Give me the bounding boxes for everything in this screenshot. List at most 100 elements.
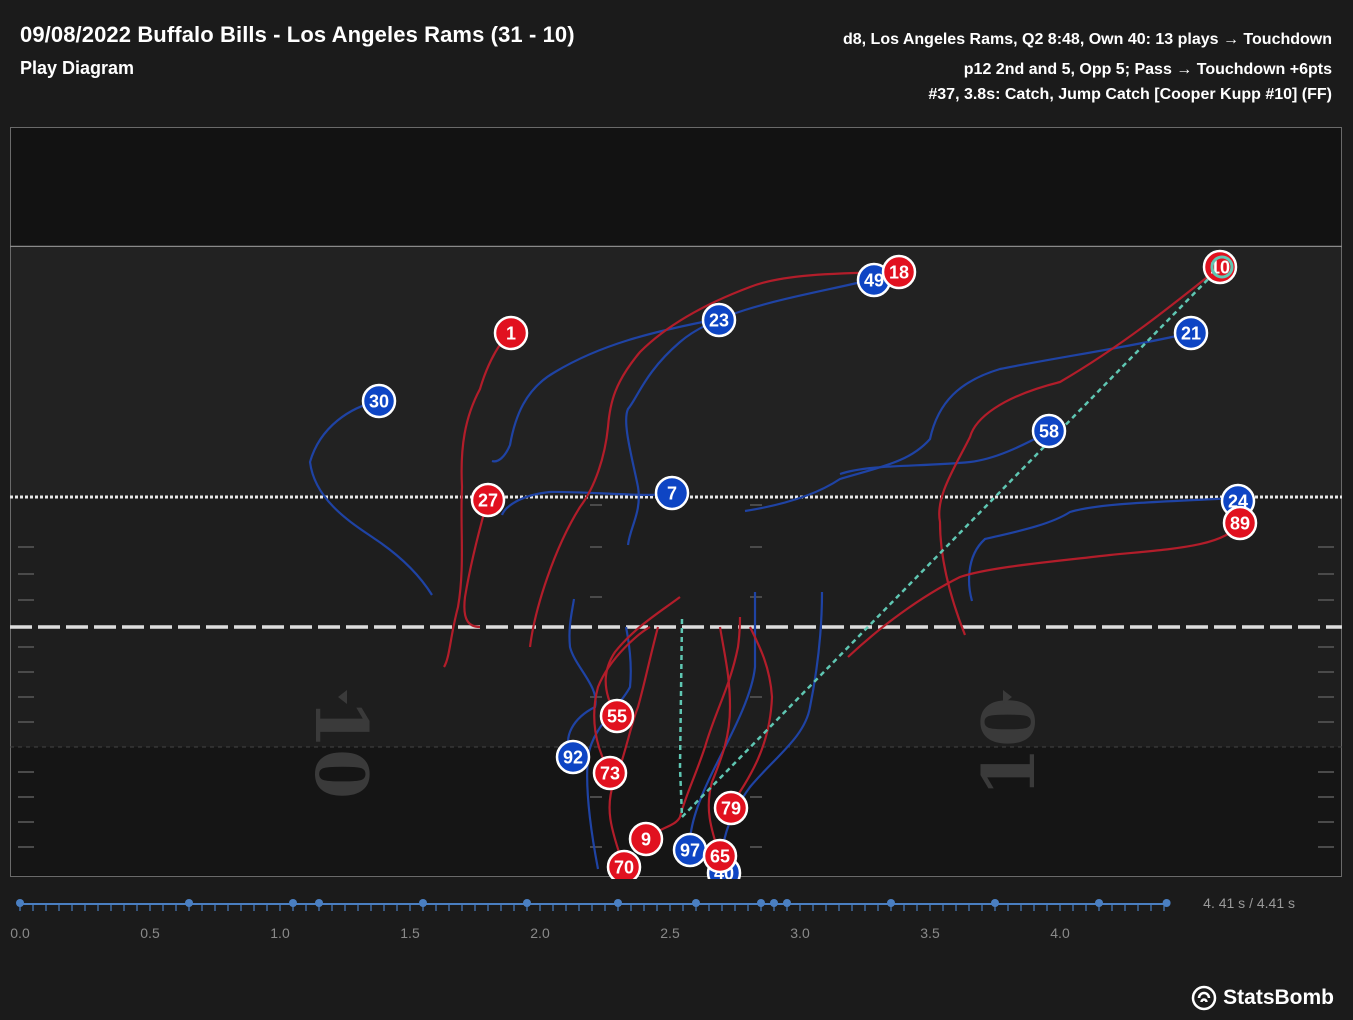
timeline-event-marker[interactable] <box>692 899 700 907</box>
player-marker[interactable] <box>628 821 664 857</box>
defense-path-7 <box>500 490 673 516</box>
player-number: 79 <box>721 799 741 819</box>
field-zone-upper <box>11 247 1341 495</box>
player-marker[interactable] <box>701 302 737 338</box>
offense-player-27[interactable]: 27 <box>470 482 506 518</box>
offense-path-65 <box>707 626 732 857</box>
defense-path-extra <box>586 626 632 870</box>
field-diagram: 10 10 302349215872492974011810 <box>10 127 1342 879</box>
player-marker[interactable] <box>881 254 917 290</box>
timeline-event-marker[interactable] <box>16 899 24 907</box>
defense-path-21 <box>744 331 1191 513</box>
time-readout: 4. 41 s / 4.41 s <box>1203 895 1295 911</box>
offense-player-18[interactable]: 18 <box>881 254 917 290</box>
hash-marks <box>18 504 1334 848</box>
offense-path-79 <box>729 626 774 808</box>
timeline-event-marker[interactable] <box>614 899 622 907</box>
player-marker[interactable] <box>599 698 635 734</box>
timeline-event-marker[interactable] <box>757 899 765 907</box>
player-marker[interactable] <box>555 739 591 775</box>
yard-arrow-left-icon <box>338 690 347 704</box>
offense-player-9[interactable]: 9 <box>628 821 664 857</box>
offense-player-89[interactable]: 89 <box>1222 505 1258 541</box>
player-marker[interactable] <box>1222 505 1258 541</box>
timeline-event-marker[interactable] <box>315 899 323 907</box>
defense-path-40 <box>721 591 824 874</box>
player-number: 49 <box>864 271 884 291</box>
snap-path <box>678 618 684 818</box>
player-number: 70 <box>614 858 634 878</box>
timeline-event-marker[interactable] <box>783 899 791 907</box>
event-info: #37, 3.8s: Catch, Jump Catch [Cooper Kup… <box>928 86 1332 103</box>
ball-carrier-indicator <box>1210 255 1234 279</box>
timeline-tick-label: 3.5 <box>920 925 940 941</box>
player-number: 55 <box>607 707 627 727</box>
timeline-event-marker[interactable] <box>289 899 297 907</box>
timeline-event-marker[interactable] <box>419 899 427 907</box>
defense-player-97[interactable]: 97 <box>672 832 708 868</box>
player-number: 18 <box>889 263 909 283</box>
offense-path-27 <box>463 498 490 629</box>
timeline-tick-labels: 0.0 0.5 1.0 1.5 2.0 2.5 3.0 3.5 4.0 <box>10 925 1070 941</box>
timeline-event-marker[interactable] <box>1162 899 1171 907</box>
timeline-event-marker[interactable] <box>991 899 999 907</box>
pass-path <box>681 266 1221 818</box>
defense-player-30[interactable]: 30 <box>361 383 397 419</box>
player-marker[interactable] <box>606 849 642 879</box>
player-number: 21 <box>1181 324 1201 344</box>
offense-player-1[interactable]: 1 <box>493 315 529 351</box>
timeline-event-marker[interactable] <box>770 899 778 907</box>
player-number: 58 <box>1039 422 1059 442</box>
yard-number-left: 10 <box>299 699 384 799</box>
offense-player-73[interactable]: 73 <box>592 755 628 791</box>
offense-player-70[interactable]: 70 <box>606 849 642 879</box>
timeline-event-markers[interactable] <box>16 899 1171 907</box>
timeline-event-marker[interactable] <box>185 899 193 907</box>
player-marker[interactable] <box>1031 413 1067 449</box>
statsbomb-brand: StatsBomb <box>1191 985 1334 1011</box>
timeline-event-marker[interactable] <box>523 899 531 907</box>
timeline-tick-label: 1.0 <box>270 925 290 941</box>
offense-player-55[interactable]: 55 <box>599 698 635 734</box>
player-marker[interactable] <box>493 315 529 351</box>
timeline-event-marker[interactable] <box>887 899 895 907</box>
player-marker[interactable] <box>592 755 628 791</box>
brand-name: StatsBomb <box>1223 986 1334 1009</box>
defense-player-23[interactable]: 23 <box>701 302 737 338</box>
players-layer: 302349215872492974011810278955737997065 <box>361 249 1258 879</box>
player-marker[interactable] <box>1173 315 1209 351</box>
defense-player-7[interactable]: 7 <box>654 475 690 511</box>
defense-path-92 <box>567 598 597 758</box>
defense-player-21[interactable]: 21 <box>1173 315 1209 351</box>
player-marker[interactable] <box>470 482 506 518</box>
offense-path-89 <box>847 522 1241 658</box>
offense-path-1 <box>443 332 511 668</box>
offense-path-73 <box>593 626 651 773</box>
player-number: 9 <box>641 830 651 850</box>
offense-player-79[interactable]: 79 <box>713 790 749 826</box>
timeline-event-marker[interactable] <box>1095 899 1103 907</box>
timeline-scrubber[interactable]: 0.0 0.5 1.0 1.5 2.0 2.5 3.0 3.5 4.0 <box>0 888 1353 948</box>
yard-number-left-text: 10 <box>299 699 384 799</box>
player-marker[interactable] <box>713 790 749 826</box>
defense-player-58[interactable]: 58 <box>1031 413 1067 449</box>
player-number: 7 <box>667 484 677 504</box>
player-number: 97 <box>680 841 700 861</box>
statsbomb-logo-icon <box>1191 985 1217 1011</box>
defense-path-30 <box>308 399 433 596</box>
offense-player-65[interactable]: 65 <box>702 838 738 874</box>
drive-info: d8, Los Angeles Rams, Q2 8:48, Own 40: 1… <box>842 31 1332 48</box>
defense-path-49 <box>625 277 875 546</box>
ball-paths <box>678 266 1221 818</box>
player-marker[interactable] <box>361 383 397 419</box>
timeline-tick-label: 0.5 <box>140 925 160 941</box>
defense-player-92[interactable]: 92 <box>555 739 591 775</box>
timeline-tick-label: 0.0 <box>10 925 30 941</box>
player-number: 92 <box>563 748 583 768</box>
timeline-tick-label: 2.5 <box>660 925 680 941</box>
yard-arrow-right-icon <box>1003 690 1012 704</box>
timeline-tick-label: 4.0 <box>1050 925 1070 941</box>
player-marker[interactable] <box>654 475 690 511</box>
player-number: 65 <box>710 847 730 867</box>
player-marker[interactable] <box>702 838 738 874</box>
